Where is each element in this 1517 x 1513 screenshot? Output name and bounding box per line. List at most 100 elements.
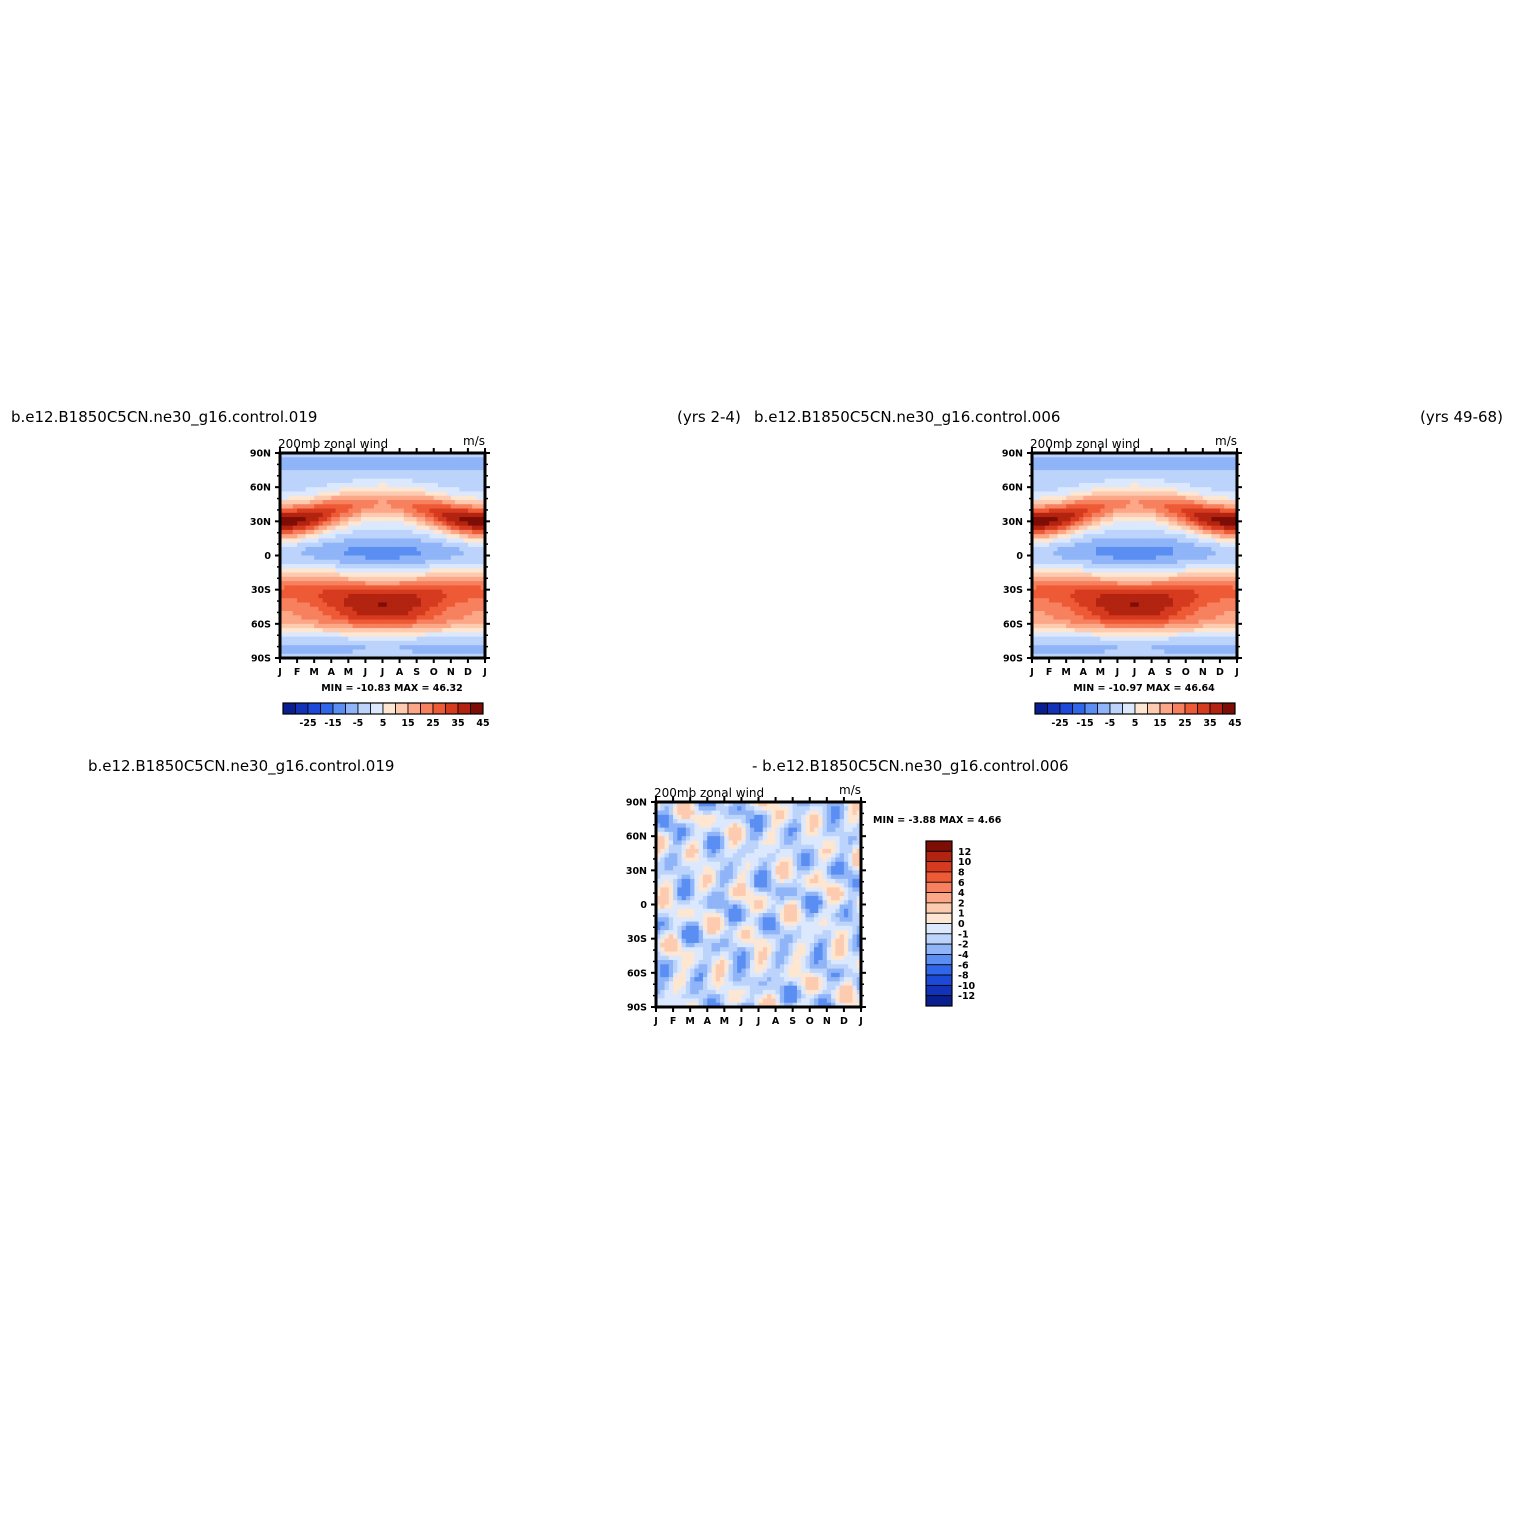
contour-cell <box>280 640 285 646</box>
contour-cell <box>1074 529 1080 535</box>
contour-cell <box>480 636 486 642</box>
contour-cell <box>1125 487 1131 493</box>
contour-cell <box>1121 521 1127 527</box>
contour-cell <box>1134 636 1140 642</box>
contour-cell <box>1053 482 1059 488</box>
contour-cell <box>1147 632 1153 638</box>
contour-cell <box>1151 504 1157 510</box>
contour-cell <box>467 551 473 557</box>
contour-cell <box>361 525 367 531</box>
contour-cell <box>1125 593 1131 599</box>
contour-cell <box>1215 653 1221 659</box>
contour-cell <box>1053 542 1059 548</box>
contour-cell <box>1113 542 1119 548</box>
contour-cell <box>326 611 332 616</box>
legend-swatch <box>1097 702 1111 715</box>
contour-cell <box>322 589 328 595</box>
contour-cell <box>1151 482 1157 488</box>
contour-cell <box>1096 611 1101 616</box>
contour-cell <box>318 568 324 574</box>
contour-cell <box>403 504 409 510</box>
contour-cell <box>1138 521 1144 527</box>
contour-cell <box>656 942 661 948</box>
contour-cell <box>416 572 422 578</box>
contour-cell <box>386 623 392 629</box>
contour-cell <box>1057 482 1063 488</box>
contour-cell <box>339 461 345 467</box>
contour-cell <box>1117 619 1123 625</box>
contour-cell <box>1181 555 1187 561</box>
contour-cell <box>1074 576 1080 582</box>
contour-cell <box>1232 619 1238 625</box>
contour-cell <box>386 628 392 633</box>
contour-cell <box>1074 465 1080 471</box>
contour-cell <box>1160 619 1165 625</box>
contour-cell <box>318 542 324 548</box>
contour-cell <box>1164 491 1170 497</box>
contour-cell <box>1232 559 1238 565</box>
contour-cell <box>386 512 392 518</box>
contour-cell <box>1215 465 1221 471</box>
contour-cell <box>1147 538 1153 544</box>
contour-cell <box>1104 568 1110 574</box>
contour-cell <box>1164 521 1170 527</box>
contour-cell <box>391 598 396 604</box>
contour-cell <box>425 491 431 497</box>
contour-cell <box>1040 589 1046 595</box>
contour-cell <box>455 461 460 467</box>
contour-cell <box>318 628 324 633</box>
contour-cell <box>322 453 328 458</box>
contour-cell <box>1168 559 1174 565</box>
contour-cell <box>412 534 418 540</box>
contour-cell <box>656 968 661 974</box>
contour-cell <box>416 517 422 522</box>
contour-cell <box>664 848 670 854</box>
contour-cell <box>1083 623 1089 629</box>
contour-cell <box>288 611 294 616</box>
contour-cell <box>1117 504 1123 510</box>
contour-cell <box>301 606 307 612</box>
contour-cell <box>331 461 337 467</box>
contour-cell <box>386 581 392 586</box>
contour-cell <box>292 529 298 535</box>
contour-cell <box>1211 538 1217 544</box>
contour-cell <box>309 615 315 621</box>
contour-cell <box>1070 636 1076 642</box>
contour-cell <box>664 895 670 901</box>
contour-cell <box>391 495 396 501</box>
contour-cell <box>1138 504 1144 510</box>
contour-cell <box>382 589 388 595</box>
contour-cell <box>1057 649 1063 655</box>
contour-cell <box>305 461 311 467</box>
contour-cell <box>1143 534 1148 540</box>
contour-cell <box>292 615 298 621</box>
contour-cell <box>335 593 341 599</box>
contour-cell <box>1087 606 1093 612</box>
contour-cell <box>1078 453 1084 458</box>
contour-cell <box>1036 585 1042 591</box>
contour-cell <box>1074 636 1080 642</box>
x-tick-label: J <box>1115 667 1120 678</box>
contour-cell <box>459 546 465 552</box>
contour-cell <box>433 478 439 484</box>
contour-cell <box>1211 465 1217 471</box>
contour-cell <box>438 482 443 488</box>
contour-cell <box>1057 461 1063 467</box>
contour-cell <box>1194 589 1200 595</box>
contour-cell <box>356 598 362 604</box>
contour-cell <box>284 517 290 522</box>
contour-cell <box>1121 572 1127 578</box>
contour-cell <box>331 649 337 655</box>
contour-cell <box>314 628 320 633</box>
contour-cell <box>408 457 413 463</box>
contour-cell <box>318 636 324 642</box>
contour-cell <box>344 602 349 608</box>
contour-cell <box>395 517 401 522</box>
contour-cell <box>365 474 371 480</box>
contour-cell <box>1177 521 1183 527</box>
contour-cell <box>344 559 349 565</box>
contour-cell <box>1228 593 1234 599</box>
contour-cell <box>1147 495 1153 501</box>
contour-cell <box>1151 606 1157 612</box>
contour-cell <box>1198 602 1204 608</box>
